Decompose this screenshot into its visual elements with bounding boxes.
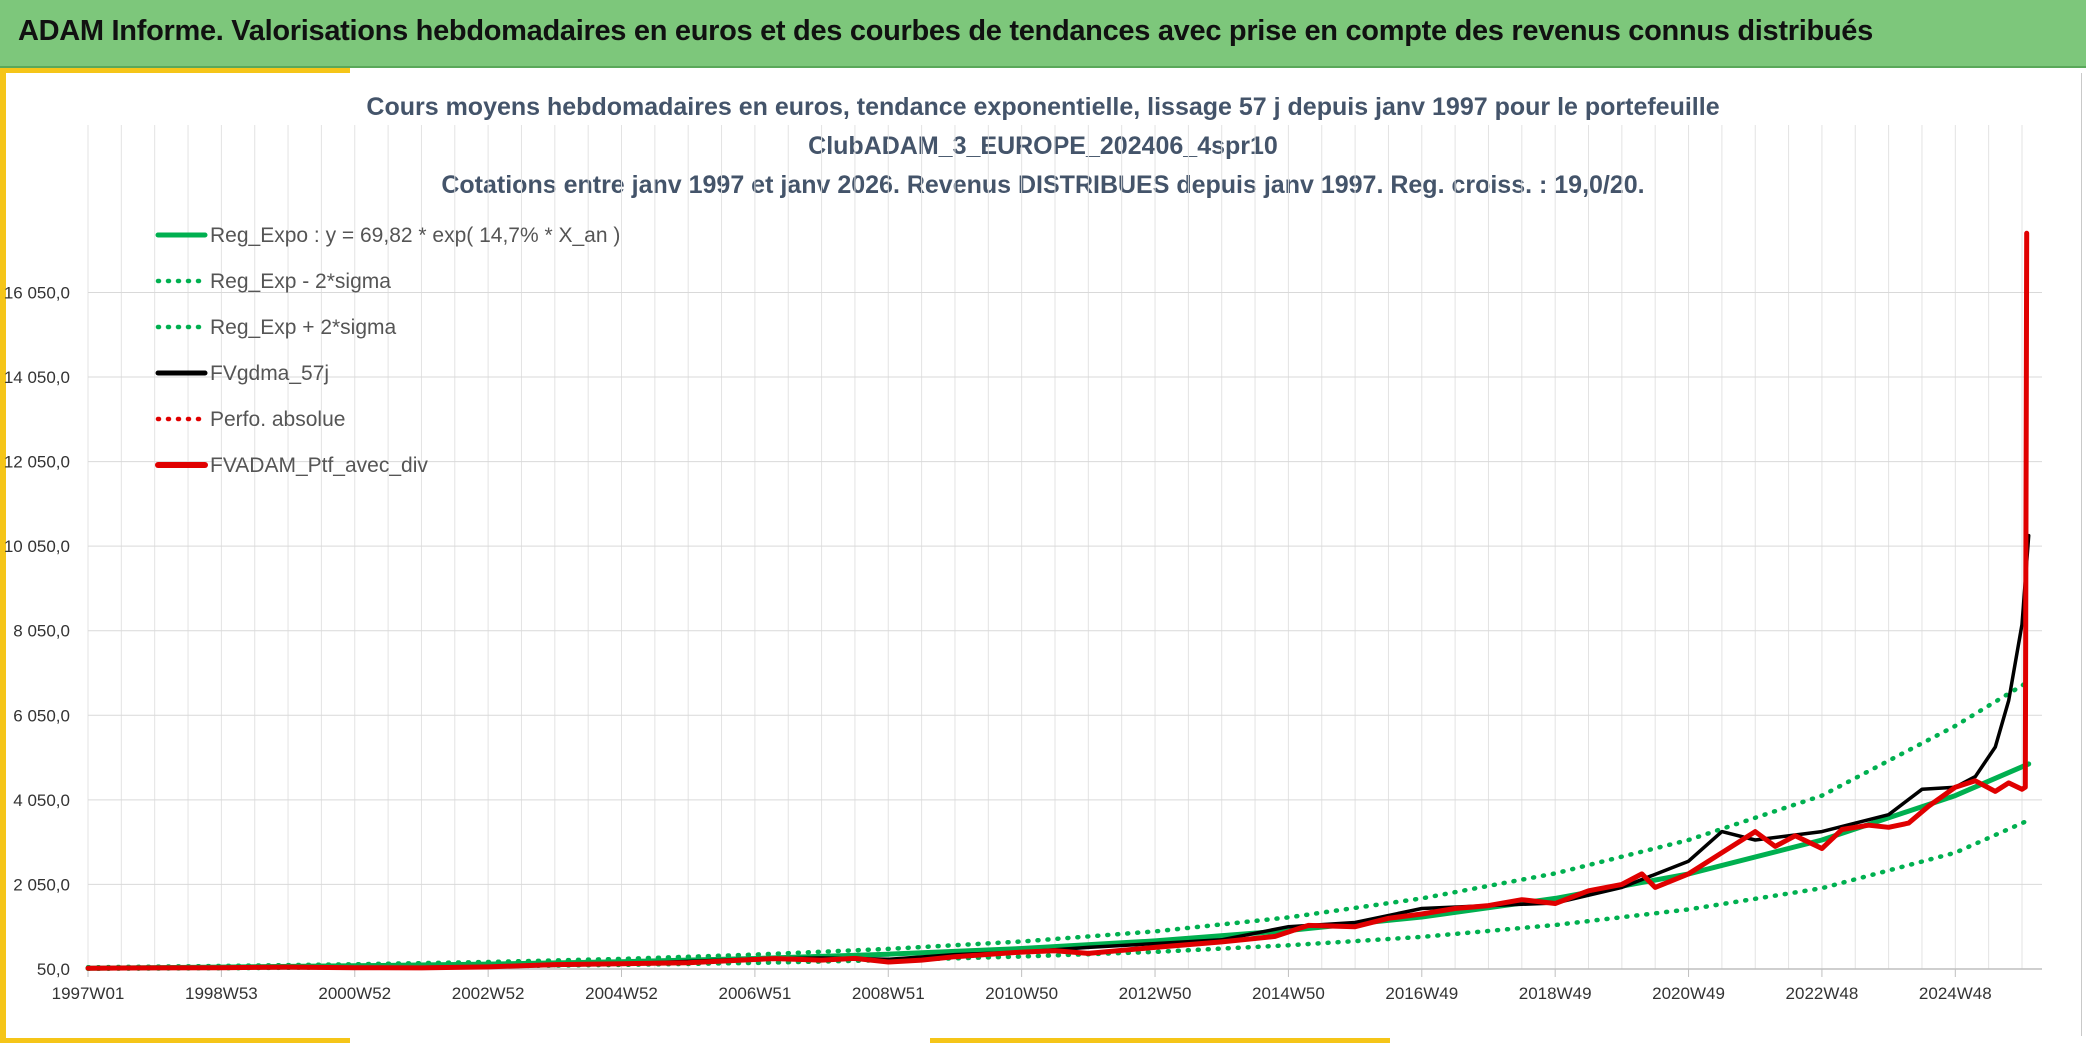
x-tick-label: 1998W53 [185,984,258,1003]
y-tick-label: 4 050,0 [13,791,70,810]
x-tick-label: 2000W52 [318,984,391,1003]
x-tick-label: 1997W01 [52,984,125,1003]
x-tick-label: 2012W50 [1119,984,1192,1003]
y-tick-label: 10 050,0 [4,537,70,556]
x-tick-label: 2014W50 [1252,984,1325,1003]
chart-frame [6,73,2082,1036]
legend-label: Perfo. absolue [210,408,345,431]
accent-bar-left [0,68,6,1043]
chart-title-line-1: Cours moyens hebdomadaires en euros, ten… [366,93,1720,121]
legend-label: FVgdma_57j [210,362,329,385]
x-tick-label: 2010W50 [985,984,1058,1003]
x-tick-label: 2022W48 [1786,984,1859,1003]
x-tick-label: 2004W52 [585,984,658,1003]
accent-bar-bottom [0,1038,350,1043]
y-tick-label: 2 050,0 [13,875,70,894]
page-title: ADAM Informe. Valorisations hebdomadaire… [18,15,1873,47]
chart-title-line-2: ClubADAM_3_EUROPE_202406_4spr10 [808,132,1278,160]
y-tick-label: 8 050,0 [13,622,70,641]
y-tick-label: 16 050,0 [4,283,70,302]
chart-title-line-3: Cotations entre janv 1997 et janv 2026. … [441,171,1645,199]
regression-line [85,761,2032,971]
y-tick-label: 50,0 [37,960,70,979]
portfolio-line [85,230,2030,971]
y-tick-label: 6 050,0 [13,706,70,725]
legend-label: FVADAM_Ptf_avec_div [210,454,428,477]
accent-bar-bottom-2 [930,1038,1390,1043]
x-tick-label: 2016W49 [1385,984,1458,1003]
header-banner: ADAM Informe. Valorisations hebdomadaire… [0,0,2086,68]
x-tick-label: 2018W49 [1519,984,1592,1003]
legend-label: Reg_Exp - 2*sigma [210,270,391,293]
x-tick-label: 2024W48 [1919,984,1992,1003]
accent-bar-top [0,68,350,73]
upper-band-line [85,679,2031,970]
y-tick-label: 14 050,0 [4,368,70,387]
legend-label: Reg_Expo : y = 69,82 * exp( 14,7% * X_an… [210,224,620,247]
x-tick-label: 2020W49 [1652,984,1725,1003]
x-tick-label: 2002W52 [452,984,525,1003]
x-tick-label: 2006W51 [719,984,792,1003]
legend-label: Reg_Exp + 2*sigma [210,316,397,339]
y-tick-label: 12 050,0 [4,453,70,472]
x-tick-label: 2008W51 [852,984,925,1003]
